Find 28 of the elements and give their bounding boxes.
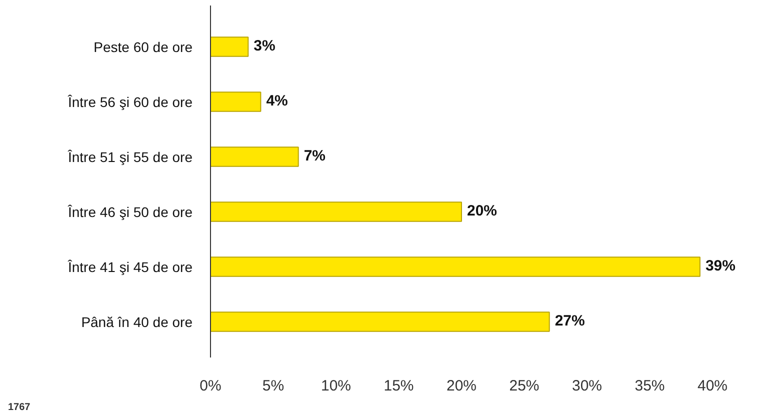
- bar: [210, 312, 550, 332]
- x-tick-label: 35%: [634, 378, 665, 394]
- bar: [210, 256, 700, 277]
- text: 1767: [8, 402, 30, 411]
- bar: [210, 202, 462, 222]
- bar: [210, 36, 249, 57]
- x-tick-label: 25%: [509, 378, 540, 394]
- data-label: 4%: [266, 92, 288, 110]
- x-tick-label: 30%: [572, 378, 602, 394]
- data-label: 20%: [467, 202, 498, 220]
- y-tick-label: Între 51 şi 55 de ore: [66, 148, 193, 165]
- x-tick-label: 15%: [384, 378, 414, 394]
- x-tick-label: 40%: [697, 378, 728, 394]
- data-label: 39%: [705, 258, 736, 275]
- bar: [210, 92, 262, 112]
- y-tick-label: Peste 60 de ore: [94, 38, 193, 55]
- bar: [210, 146, 299, 167]
- x-tick-label: 20%: [446, 378, 477, 394]
- y-tick-label: Între 46 şi 50 de ore: [66, 204, 193, 220]
- data-label: 27%: [554, 312, 585, 330]
- x-tick-label: 5%: [262, 378, 284, 394]
- data-label: 3%: [254, 38, 276, 55]
- y-tick-label: Între 56 şi 60 de ore: [66, 94, 193, 110]
- y-tick-label: Între 41 şi 45 de ore: [66, 258, 193, 275]
- x-tick-label: 0%: [200, 378, 222, 394]
- x-tick-label: 10%: [320, 378, 352, 394]
- data-label: 7%: [304, 148, 326, 165]
- y-tick-label: Până în 40 de ore: [81, 314, 193, 330]
